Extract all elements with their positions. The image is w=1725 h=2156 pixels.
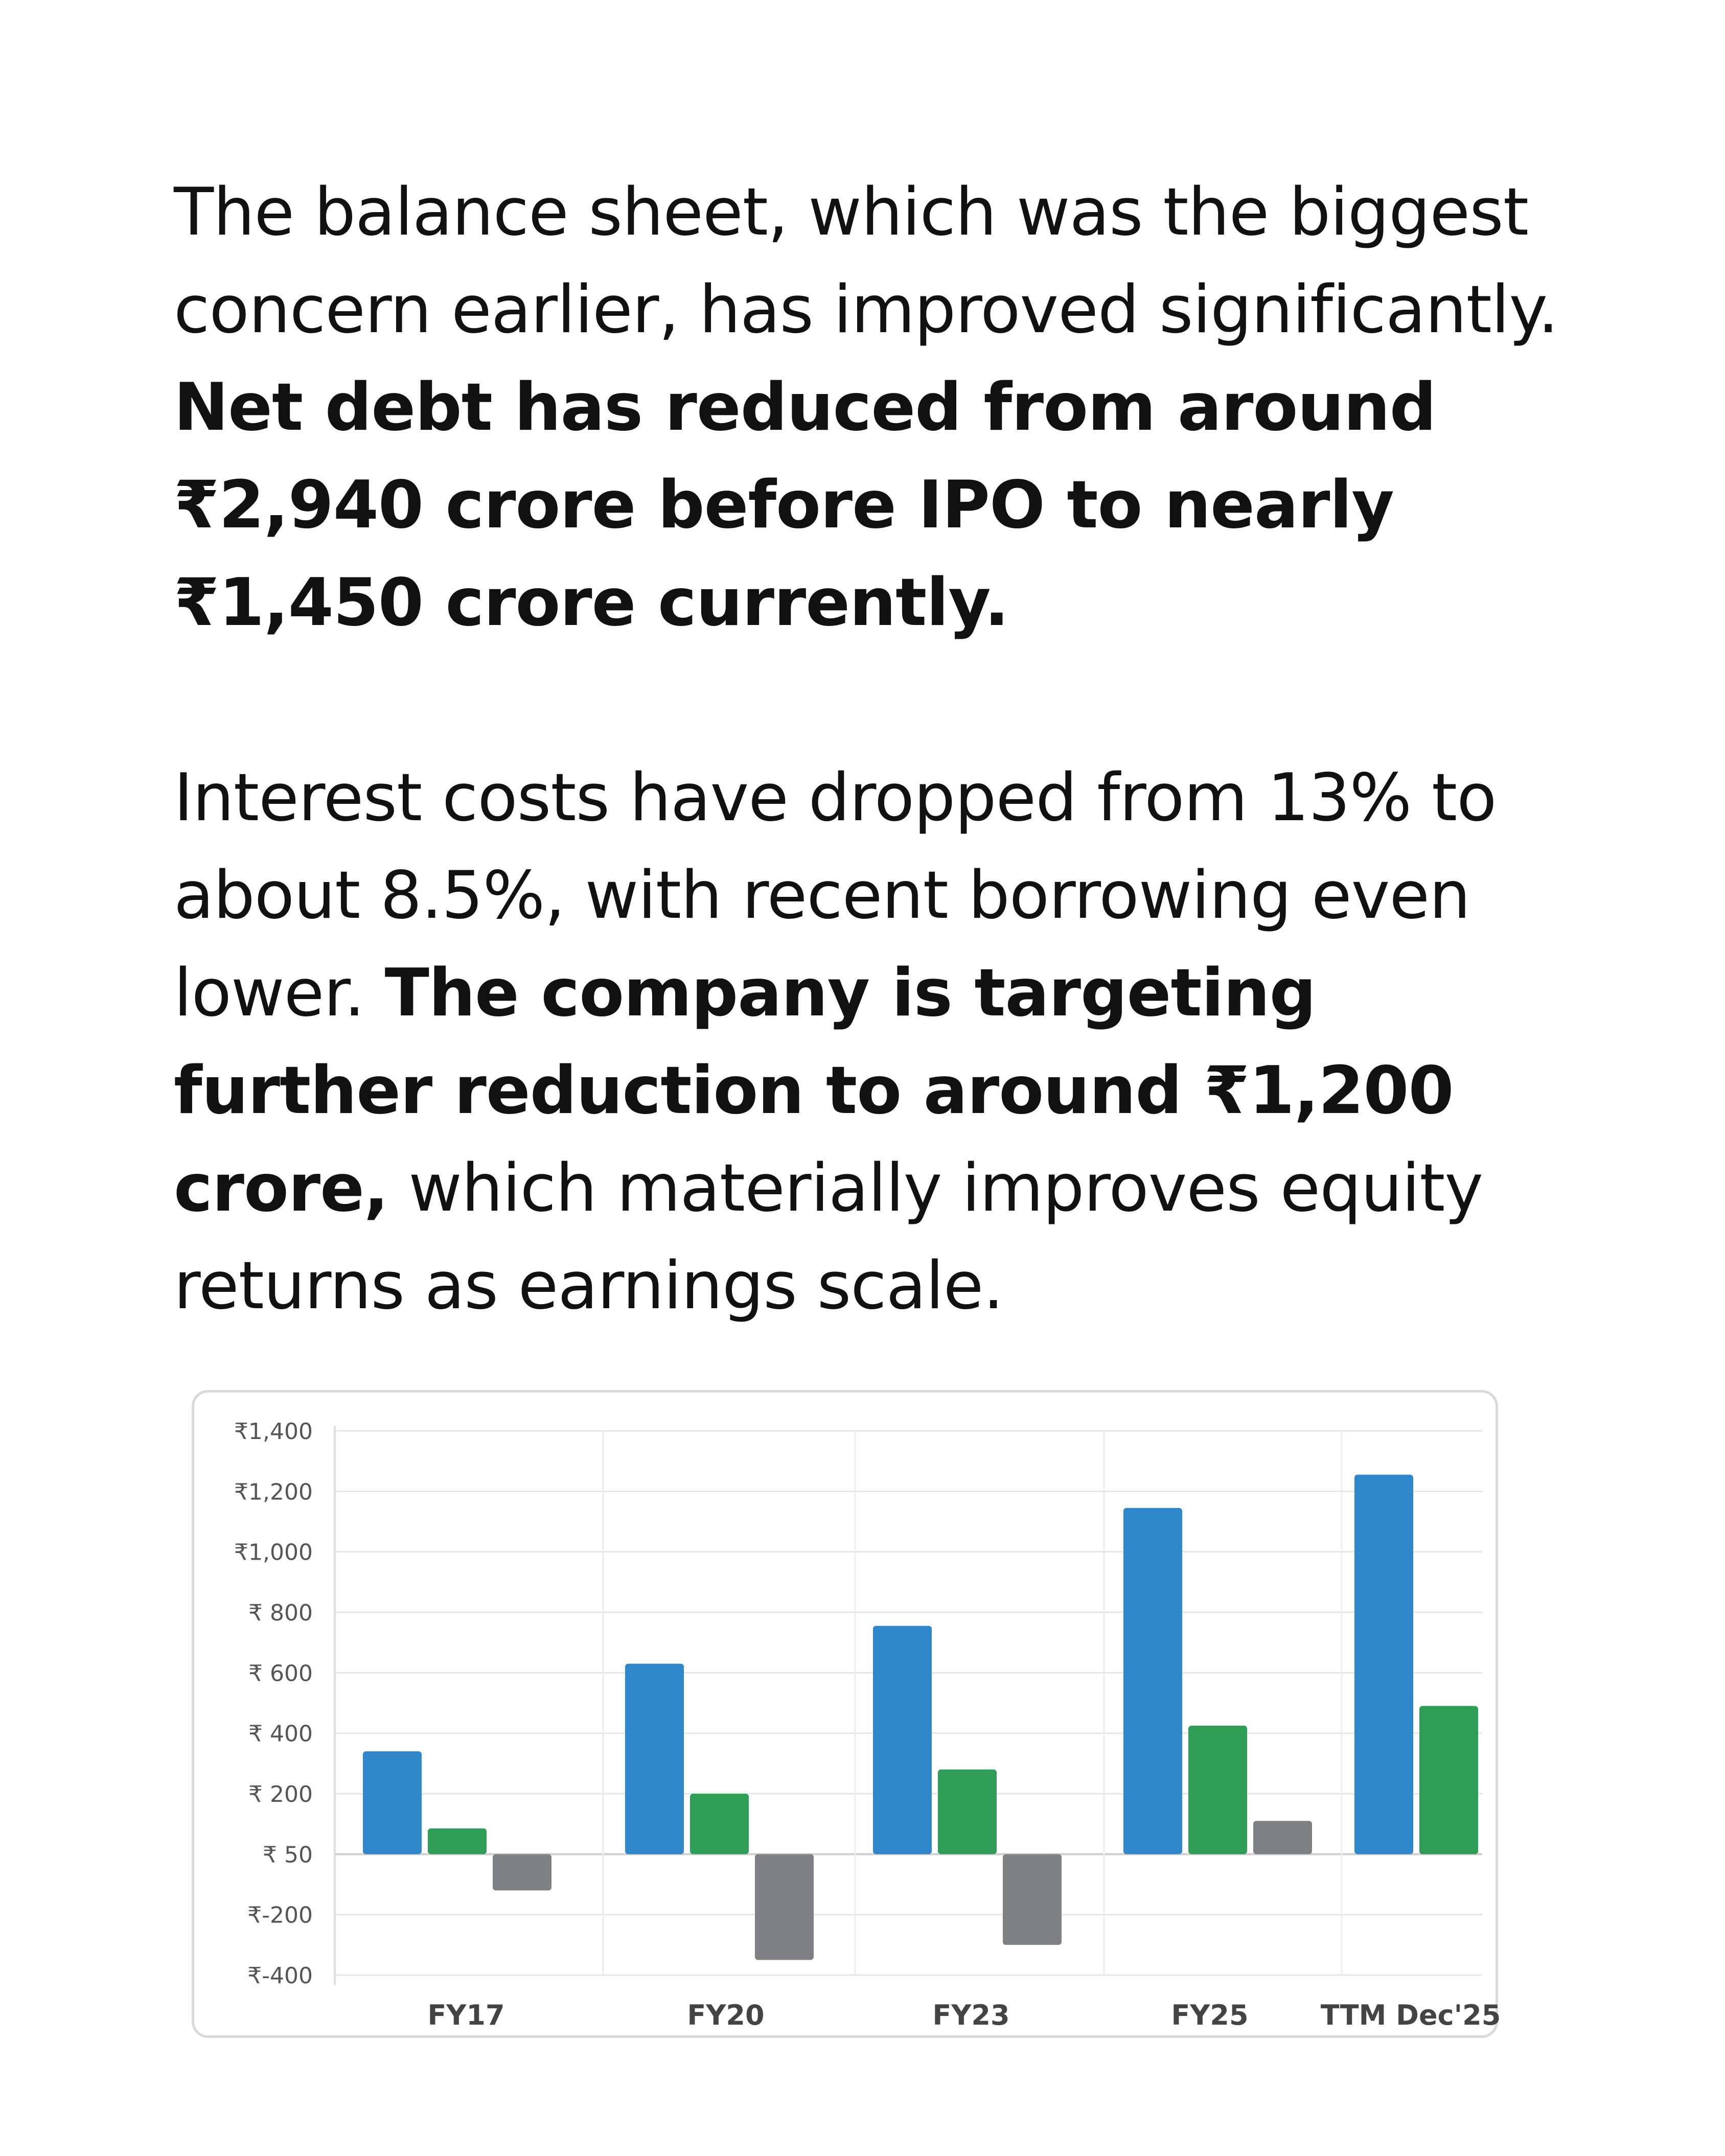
y-tick-label: ₹ 50	[263, 1842, 313, 1868]
y-tick-label: ₹1,200	[234, 1479, 313, 1505]
x-category-label: FY23	[932, 1999, 1009, 2031]
bar-series-1-fy20	[625, 1663, 684, 1854]
bar-series-2-fy17	[428, 1828, 487, 1854]
x-category-label: TTM Dec'25	[1321, 1999, 1501, 2031]
bar-series-3-fy25	[1253, 1821, 1312, 1854]
bar-series-3-fy23	[1003, 1854, 1062, 1945]
para2-run-1: Interest costs have dropped from 13% to …	[174, 760, 1497, 1031]
tick-layer: ₹1,400 ₹1,200 ₹1,000 ₹ 800 ₹ 600 ₹ 400 ₹ 200 ₹ …	[234, 1419, 313, 1989]
bar-series-3-fy17	[493, 1854, 551, 1891]
category-layer: FY17 FY20 FY23 FY25 TTM Dec'25	[427, 1999, 1501, 2031]
y-tick-label: ₹-400	[247, 1963, 313, 1989]
para1-run-1: The balance sheet, which was the biggest…	[174, 174, 1558, 348]
y-tick-label: ₹1,400	[234, 1419, 313, 1445]
bar-series-2-fy20	[690, 1794, 749, 1854]
bar-series-3-fy20	[755, 1854, 814, 1960]
bar-series-1-fy23	[873, 1626, 932, 1854]
y-tick-label: ₹ 800	[248, 1600, 313, 1626]
article-text: The balance sheet, which was the biggest…	[174, 164, 1595, 1335]
y-tick-label: ₹1,000	[234, 1540, 313, 1566]
x-category-label: FY17	[427, 1999, 504, 2031]
bar-series-1-fy25	[1123, 1508, 1182, 1854]
para2-run-2: The company is targeting further reducti…	[174, 955, 1454, 1226]
para2-run-3: which materially improves equity returns…	[174, 1150, 1483, 1324]
paragraph-1: The balance sheet, which was the biggest…	[174, 164, 1595, 652]
bar-series-2-ttm-dec-25	[1419, 1706, 1478, 1854]
bar-series-2-fy25	[1188, 1725, 1247, 1854]
x-category-label: FY25	[1171, 1999, 1248, 2031]
y-tick-label: ₹ 400	[248, 1721, 313, 1747]
y-tick-label: ₹-200	[247, 1903, 313, 1929]
bar-series-1-ttm-dec-25	[1354, 1474, 1413, 1854]
para1-run-2: Net debt has reduced from around ₹2,940 …	[174, 369, 1436, 641]
chart-card	[192, 1390, 1498, 2038]
x-category-label: FY20	[687, 1999, 764, 2031]
y-tick-label: ₹ 600	[248, 1660, 313, 1686]
bar-series-2-fy23	[938, 1769, 997, 1854]
paragraph-2: Interest costs have dropped from 13% to …	[174, 749, 1595, 1335]
bar-series-1-fy17	[363, 1751, 422, 1854]
bar-layer	[363, 1474, 1478, 1960]
y-tick-label: ₹ 200	[248, 1781, 313, 1807]
